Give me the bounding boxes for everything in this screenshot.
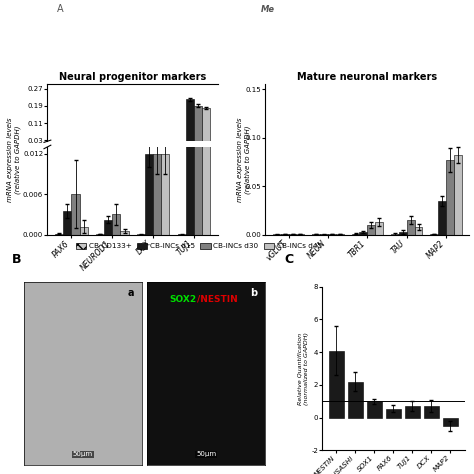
- Y-axis label: Relative Quantification
(normalized to GAPDH): Relative Quantification (normalized to G…: [298, 332, 309, 405]
- Bar: [405, 406, 420, 418]
- Bar: [367, 225, 375, 235]
- Bar: [186, 0, 194, 235]
- Bar: [153, 154, 161, 235]
- Bar: [186, 100, 194, 146]
- Bar: [367, 401, 382, 418]
- Bar: [96, 234, 104, 235]
- Title: Neural progenitor markers: Neural progenitor markers: [59, 72, 206, 82]
- Bar: [386, 409, 401, 418]
- Text: SOX2: SOX2: [170, 295, 197, 304]
- Title: Mature neuronal markers: Mature neuronal markers: [297, 72, 438, 82]
- Bar: [329, 351, 344, 418]
- Bar: [55, 234, 63, 235]
- Bar: [443, 418, 458, 426]
- Bar: [399, 232, 407, 235]
- Bar: [359, 232, 367, 235]
- Text: mRNA expression levels
(relative to GAPDH): mRNA expression levels (relative to GAPD…: [237, 117, 251, 202]
- Bar: [438, 201, 446, 235]
- Bar: [145, 144, 153, 146]
- Text: C: C: [284, 253, 293, 266]
- Bar: [336, 234, 344, 235]
- Bar: [281, 234, 289, 235]
- Bar: [375, 222, 383, 235]
- Bar: [289, 234, 296, 235]
- Legend: CB CD133+, CB-INCs d15, CB-INCs d30, CB-INCs d45: CB CD133+, CB-INCs d15, CB-INCs d30, CB-…: [73, 240, 325, 252]
- Bar: [415, 227, 422, 235]
- Bar: [161, 154, 170, 235]
- Bar: [391, 234, 399, 235]
- Bar: [348, 382, 363, 418]
- Bar: [120, 230, 128, 235]
- Text: 50μm: 50μm: [73, 451, 93, 457]
- Bar: [407, 220, 415, 235]
- Bar: [112, 214, 120, 235]
- Text: A: A: [57, 4, 64, 14]
- Text: B: B: [12, 253, 21, 266]
- Bar: [202, 0, 210, 235]
- Text: /NESTIN: /NESTIN: [197, 295, 237, 304]
- Bar: [202, 108, 210, 146]
- Bar: [446, 160, 454, 235]
- Text: 50μm: 50μm: [196, 451, 216, 457]
- Text: mRNA expression levels
(relative to GAPDH): mRNA expression levels (relative to GAPD…: [8, 117, 21, 202]
- Bar: [72, 194, 80, 235]
- Text: a: a: [128, 288, 134, 298]
- Bar: [104, 220, 112, 235]
- Bar: [352, 234, 359, 235]
- Bar: [80, 227, 88, 235]
- Text: Me: Me: [261, 5, 275, 14]
- Bar: [161, 144, 170, 146]
- Bar: [296, 234, 304, 235]
- Text: b: b: [250, 288, 257, 298]
- Bar: [194, 0, 202, 235]
- Bar: [145, 154, 153, 235]
- Bar: [194, 106, 202, 146]
- Bar: [153, 144, 161, 146]
- Bar: [424, 406, 439, 418]
- Bar: [454, 155, 462, 235]
- Bar: [63, 211, 72, 235]
